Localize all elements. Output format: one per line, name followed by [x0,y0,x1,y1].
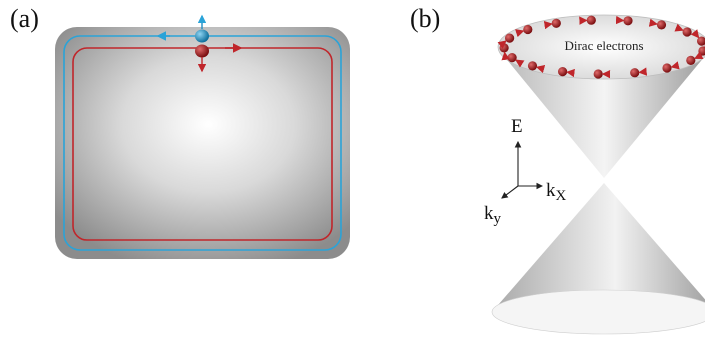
ky-axis [501,185,519,199]
momentum-energy-axes: E kX ky [484,116,567,227]
electron-motion-arrow [543,20,553,30]
dirac-electron [662,63,672,73]
dirac-electron [527,61,538,71]
dirac-electrons [497,15,705,79]
upper-cone [499,50,705,178]
cone-caption: Dirac electrons [564,38,643,53]
electron-motion-arrow [566,68,575,78]
electron-motion-arrow [674,23,684,32]
electron-motion-arrow [515,29,525,38]
dirac-electron [630,68,640,78]
panel-a-diagram [55,14,350,259]
panel-a-label: (a) [10,4,39,33]
spin-up-electron [195,29,209,43]
dirac-electron [697,36,705,46]
electron-motion-arrow [497,40,507,49]
electron-motion-arrow [670,61,680,70]
dirac-electron [586,15,596,25]
kx-label: kX [546,180,567,204]
spin-down-electron [195,44,209,58]
dirac-electron [507,53,517,63]
electron-motion-arrow [535,65,546,74]
dirac-electron [558,67,568,77]
insulator-slab [55,27,350,259]
panel-b-label: (b) [410,4,441,33]
ky-label: ky [484,203,502,227]
dirac-electron [656,20,667,30]
electron-motion-arrow [648,18,658,27]
dirac-electron [551,18,561,28]
dirac-electron [523,24,533,35]
dirac-electron [505,33,515,43]
dirac-electron [593,69,603,79]
dirac-electron [686,55,696,65]
energy-label: E [511,116,523,137]
dirac-electron [623,16,633,26]
electron-motion-arrow [638,67,648,76]
dirac-electron [682,27,692,37]
electron-motion-arrow [515,59,525,68]
lower-cone-base [491,289,705,335]
electron-motion-arrow [690,29,700,39]
electron-motion-arrow [501,51,510,61]
electron-motion-arrow [694,51,704,60]
panel-b-diagram: Dirac electrons E kX ky [484,14,705,335]
